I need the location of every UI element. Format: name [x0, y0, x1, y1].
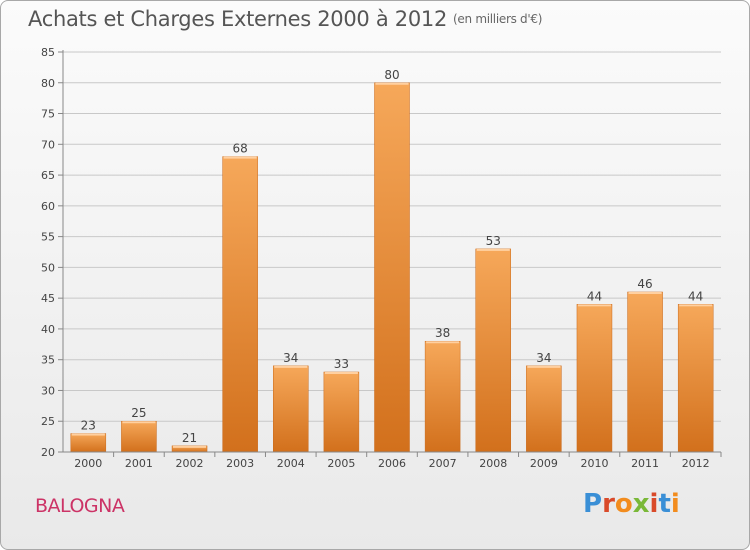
town-name: BALOGNA [35, 495, 125, 517]
y-tick-label: 40 [41, 323, 55, 336]
logo-letter: x [632, 489, 650, 519]
bar [222, 156, 258, 453]
bar-highlight [426, 341, 460, 344]
logo-letter: i [649, 489, 659, 519]
bar-highlight [122, 421, 156, 424]
data-label: 68 [233, 142, 248, 156]
logo-letter: t [658, 489, 671, 519]
x-tick-label: 2002 [176, 457, 204, 470]
bar-highlight [173, 445, 207, 448]
bar [576, 304, 613, 453]
x-tick-label: 2001 [125, 457, 153, 470]
y-tick-label: 35 [41, 354, 55, 367]
data-label: 80 [384, 68, 399, 82]
bar [273, 365, 309, 453]
y-tick-label: 45 [41, 292, 55, 305]
x-tick-label: 2008 [479, 457, 507, 470]
data-label: 33 [334, 357, 349, 371]
bar-highlight [628, 292, 662, 294]
x-tick-label: 2005 [327, 457, 355, 470]
bar [323, 371, 360, 453]
y-tick-label: 80 [41, 77, 55, 90]
x-tick-label: 2009 [530, 457, 558, 470]
x-tick-label: 2011 [631, 457, 659, 470]
x-tick-label: 2010 [580, 457, 608, 470]
bar [475, 248, 511, 453]
proxiti-logo[interactable]: Proxiti [583, 489, 680, 519]
bar-highlight [71, 433, 105, 436]
bar-highlight [274, 365, 308, 368]
bar [70, 433, 107, 453]
bar-highlight [527, 365, 561, 368]
data-label: 23 [81, 419, 96, 433]
data-label: 34 [536, 351, 551, 365]
bar [374, 82, 410, 453]
x-tick-label: 2003 [226, 457, 254, 470]
y-tick-label: 25 [41, 415, 55, 428]
data-label: 38 [435, 326, 450, 340]
bar [677, 304, 714, 453]
y-tick-label: 65 [41, 169, 55, 182]
logo-letter: r [602, 489, 615, 519]
y-tick-label: 85 [41, 46, 55, 59]
y-tick-label: 75 [41, 108, 55, 121]
y-tick-label: 60 [41, 200, 55, 213]
x-tick-label: 2006 [378, 457, 406, 470]
data-label: 46 [637, 277, 652, 291]
y-tick-label: 20 [41, 446, 55, 459]
y-tick-label: 70 [41, 138, 55, 151]
bar-highlight [375, 82, 409, 85]
x-tick-label: 2004 [277, 457, 305, 470]
y-tick-label: 30 [41, 384, 55, 397]
x-tick-label: 2012 [682, 457, 710, 470]
logo-letter: o [614, 489, 633, 519]
data-label: 25 [131, 406, 146, 420]
data-label: 34 [283, 351, 298, 365]
y-tick-label: 55 [41, 231, 55, 244]
bar-highlight [223, 156, 257, 159]
logo-letter: i [670, 489, 680, 519]
data-label: 53 [486, 234, 501, 248]
bar [424, 340, 461, 453]
data-label: 44 [587, 289, 602, 303]
bar-highlight [577, 304, 611, 307]
bar [526, 365, 562, 453]
bar-highlight [324, 372, 358, 374]
logo-letter: P [583, 489, 603, 519]
chart-title-text: Achats et Charges Externes 2000 à 2012 [28, 7, 448, 31]
bar-highlight [476, 248, 510, 251]
data-label: 21 [182, 431, 197, 445]
y-tick-label: 50 [41, 261, 55, 274]
x-tick-label: 2000 [74, 457, 102, 470]
bar [121, 420, 157, 453]
chart-title: Achats et Charges Externes 2000 à 2012 (e… [28, 7, 542, 31]
bar [627, 291, 663, 453]
x-tick-label: 2007 [429, 457, 457, 470]
chart-unit: (en milliers d'€) [453, 12, 543, 26]
data-label: 44 [688, 289, 703, 303]
bar-highlight [679, 304, 713, 307]
